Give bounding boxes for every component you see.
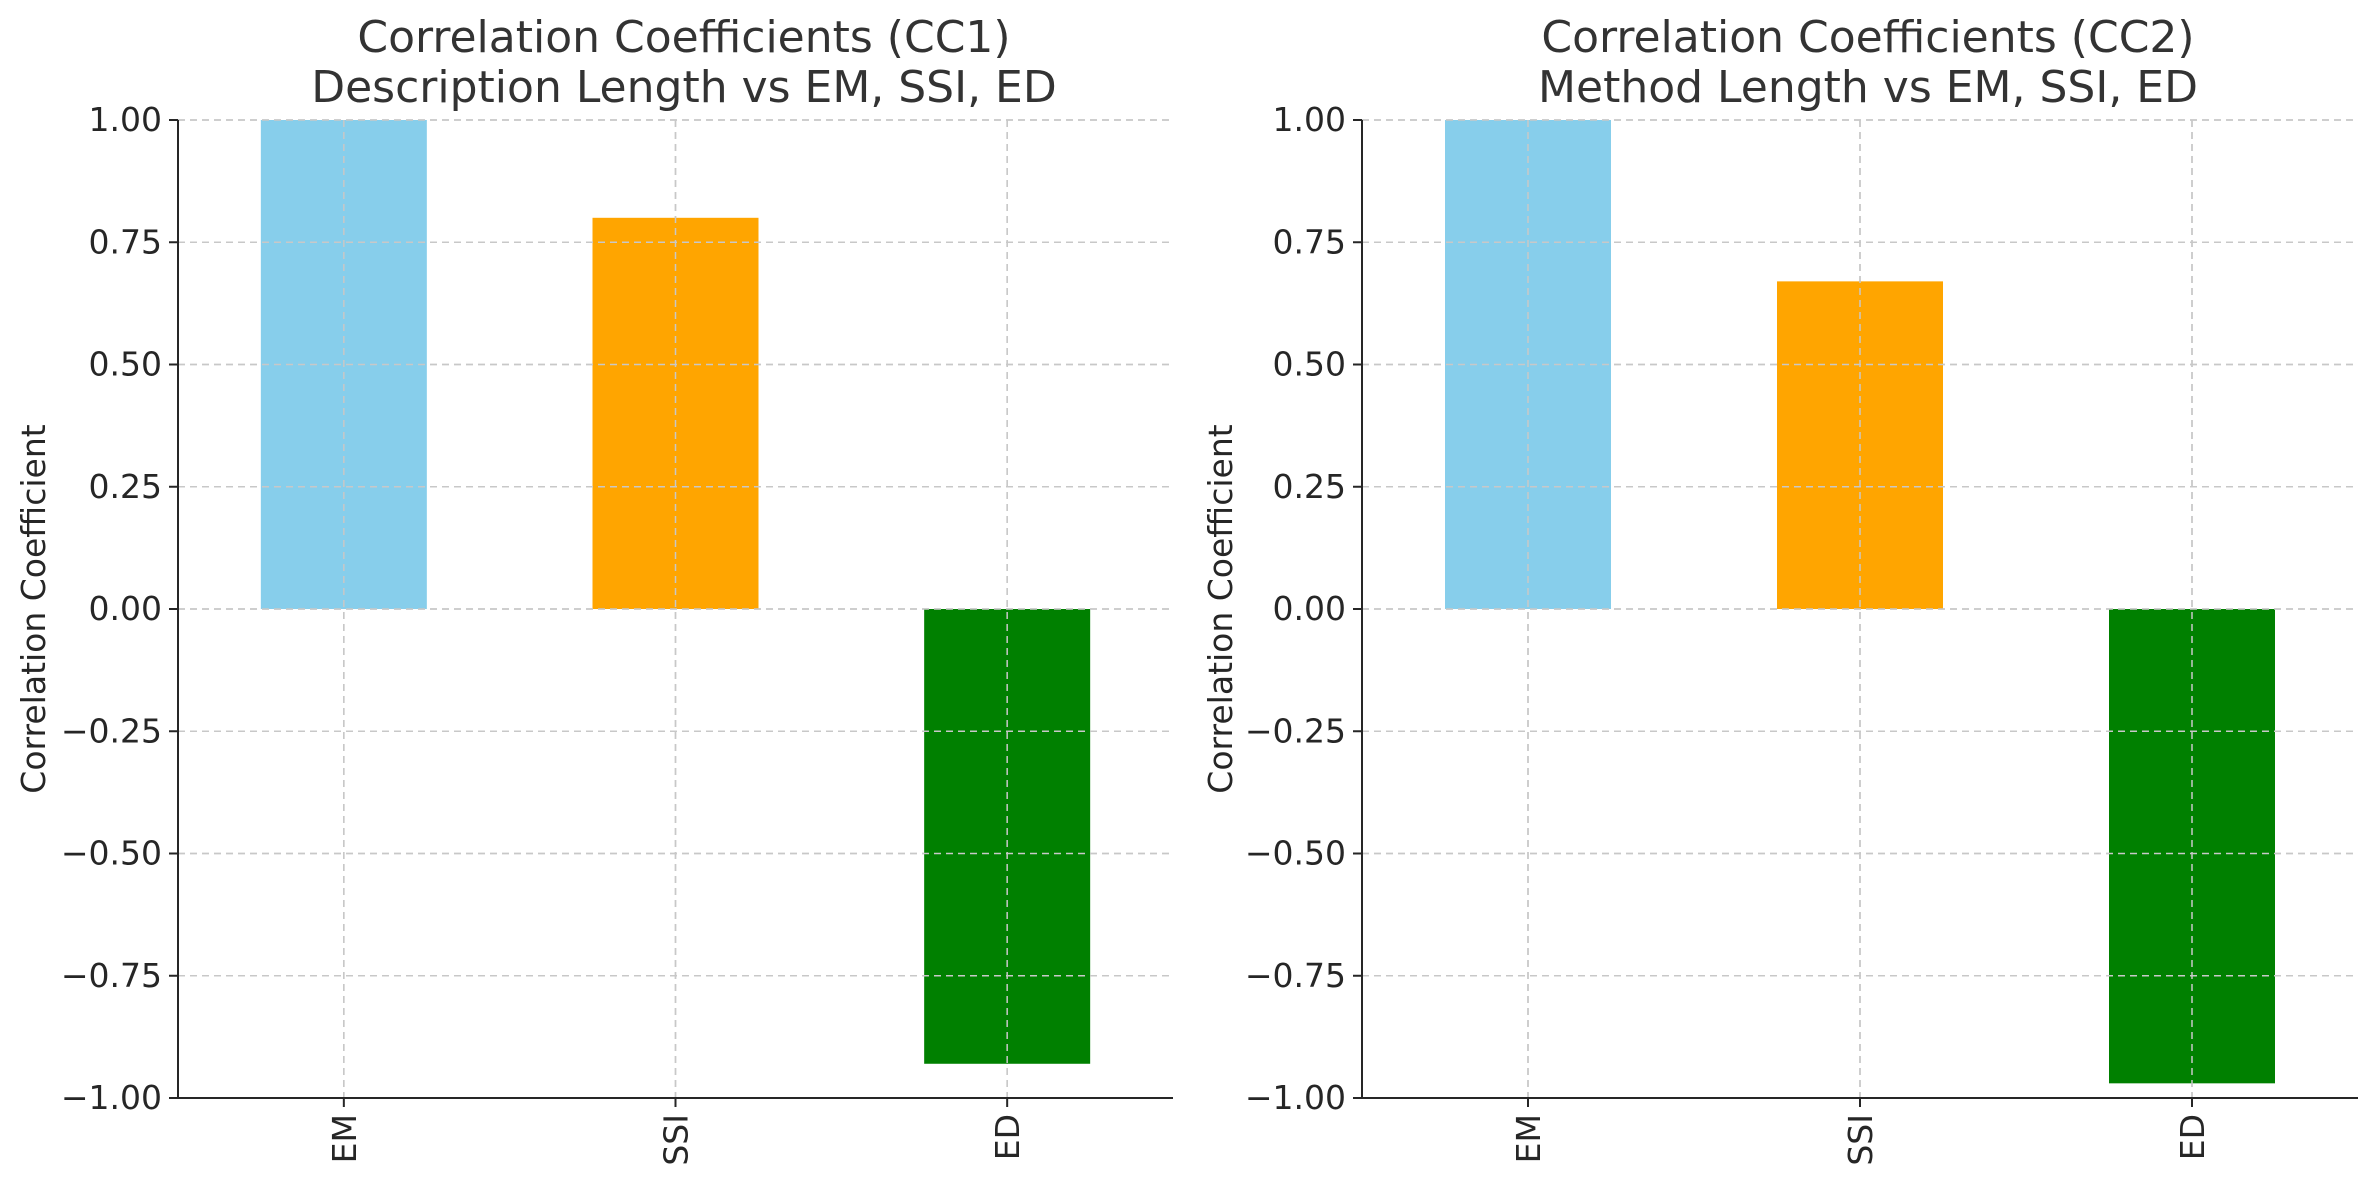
y-tick-label: 0.00 (1273, 589, 1346, 628)
y-tick-label: 1.00 (1273, 100, 1346, 139)
y-tick-label: −0.75 (61, 956, 162, 995)
y-tick-label: 0.25 (89, 467, 162, 506)
chart-subtitle: Method Length vs EM, SSI, ED (1538, 62, 2198, 113)
chart-cc2: 1.00 0.75 0.50 0.25 0.00 −0.25 −0.50 −0.75 −1.00… (1201, 12, 2358, 1166)
chart-title: Correlation Coefficients (CC1) (357, 12, 1010, 63)
chart-subtitle: Description Length vs EM, SSI, ED (311, 62, 1057, 113)
y-tick-label: −0.25 (61, 711, 162, 750)
x-tick-label-em: EM (1509, 1114, 1548, 1163)
y-tick-label: 0.50 (89, 345, 162, 384)
y-tick-label: 0.75 (89, 222, 162, 261)
y-tick-label: −0.50 (61, 834, 162, 873)
y-tick-label: 0.00 (89, 589, 162, 628)
x-tick-label-ssi: SSI (657, 1114, 696, 1166)
y-tick-label: −1.00 (61, 1078, 162, 1117)
y-axis-label: Correlation Coefficient (1201, 424, 1240, 793)
chart-title: Correlation Coefficients (CC2) (1541, 12, 2194, 63)
x-tick-label-ed: ED (2173, 1114, 2212, 1160)
x-tick-label-ssi: SSI (1841, 1114, 1880, 1166)
y-tick-label: 0.50 (1273, 345, 1346, 384)
y-tick-label: −0.25 (1245, 711, 1346, 750)
y-tick-label: 0.75 (1273, 222, 1346, 261)
y-axis-label: Correlation Coefficient (14, 424, 53, 793)
y-tick-label: 1.00 (89, 100, 162, 139)
y-tick-label: 0.25 (1273, 467, 1346, 506)
y-tick-label: −0.75 (1245, 956, 1346, 995)
chart-cc1: 1.00 0.75 0.50 0.25 0.00 −0.25 −0.50 −0.75 −1.00… (14, 12, 1173, 1166)
y-tick-label: −0.50 (1245, 834, 1346, 873)
y-tick-label: −1.00 (1245, 1078, 1346, 1117)
x-tick-label-ed: ED (988, 1114, 1027, 1160)
x-tick-label-em: EM (325, 1114, 364, 1163)
